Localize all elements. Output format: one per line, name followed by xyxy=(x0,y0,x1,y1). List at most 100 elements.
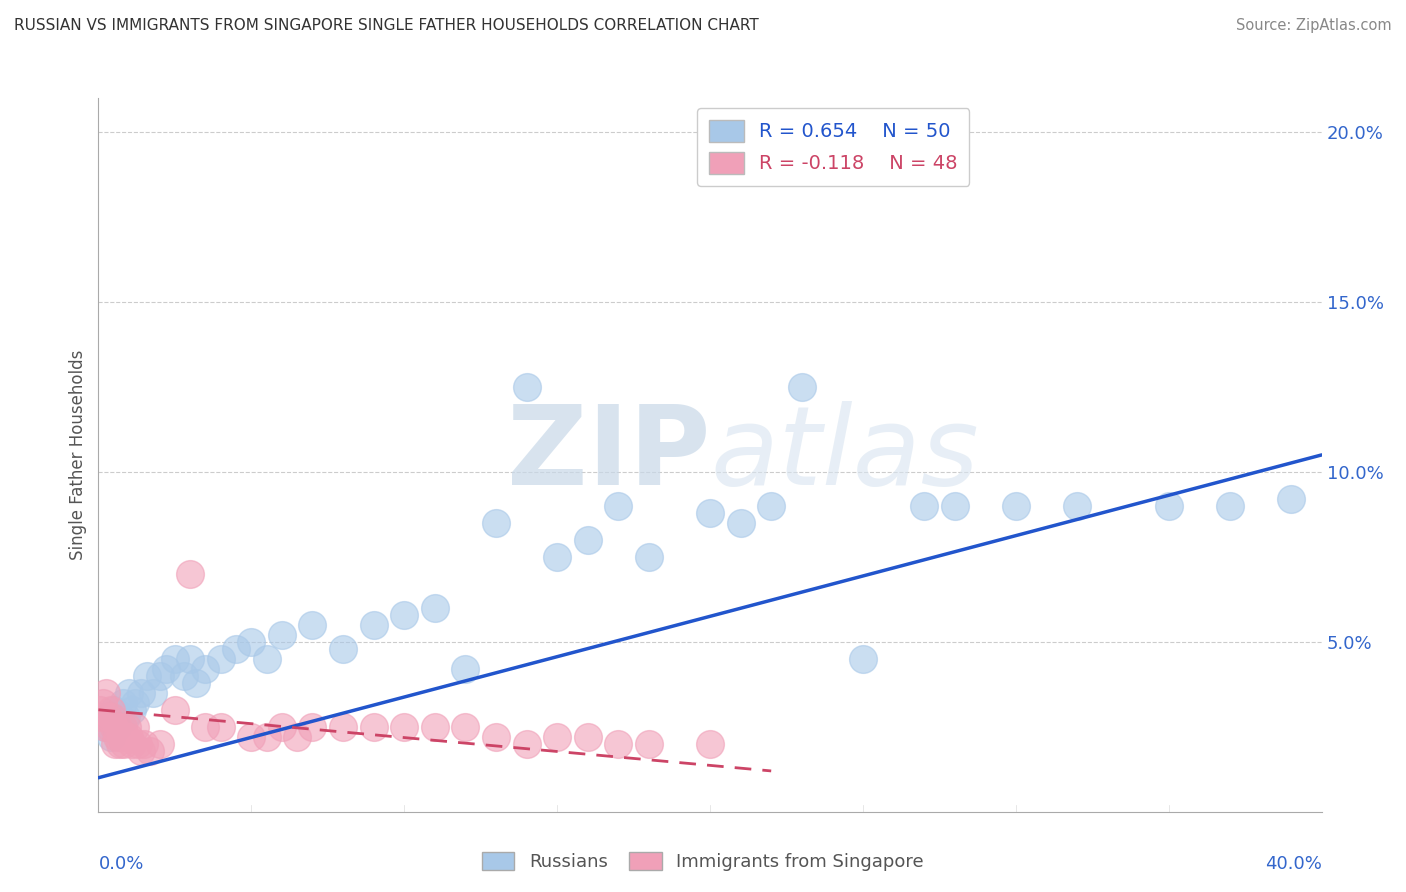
Point xyxy=(103,720,125,734)
Point xyxy=(149,669,172,683)
Point xyxy=(111,696,134,710)
Point xyxy=(576,533,599,547)
Point xyxy=(186,675,208,690)
Point xyxy=(943,499,966,513)
Point xyxy=(209,652,232,666)
Point xyxy=(97,709,120,723)
Point xyxy=(301,720,323,734)
Point xyxy=(761,499,783,513)
Point xyxy=(136,669,159,683)
Point xyxy=(105,720,128,734)
Point xyxy=(97,709,120,723)
Point xyxy=(240,730,263,744)
Point xyxy=(121,703,143,717)
Point xyxy=(423,600,446,615)
Point xyxy=(485,730,508,744)
Point xyxy=(546,549,568,564)
Point xyxy=(134,737,156,751)
Point xyxy=(179,652,201,666)
Point xyxy=(94,686,117,700)
Point xyxy=(637,549,661,564)
Point xyxy=(301,617,323,632)
Point xyxy=(332,720,354,734)
Point xyxy=(129,743,152,757)
Point xyxy=(485,516,508,530)
Point xyxy=(121,737,143,751)
Point xyxy=(104,737,127,751)
Y-axis label: Single Father Households: Single Father Households xyxy=(69,350,87,560)
Point xyxy=(89,703,111,717)
Point xyxy=(110,730,132,744)
Point xyxy=(270,720,294,734)
Point xyxy=(1004,499,1026,513)
Point xyxy=(194,720,217,734)
Point xyxy=(179,566,201,581)
Point xyxy=(852,652,875,666)
Point xyxy=(225,641,247,656)
Point xyxy=(285,730,308,744)
Point xyxy=(912,499,935,513)
Point xyxy=(127,737,149,751)
Point xyxy=(173,669,195,683)
Text: 40.0%: 40.0% xyxy=(1265,855,1322,872)
Point xyxy=(129,686,152,700)
Point xyxy=(163,652,186,666)
Point xyxy=(607,499,630,513)
Point xyxy=(100,730,122,744)
Point xyxy=(142,686,165,700)
Point xyxy=(111,720,134,734)
Point xyxy=(118,686,141,700)
Point xyxy=(270,628,294,642)
Point xyxy=(100,703,122,717)
Point xyxy=(98,720,121,734)
Point xyxy=(93,720,115,734)
Point xyxy=(1219,499,1241,513)
Point xyxy=(392,720,416,734)
Point xyxy=(730,516,752,530)
Point xyxy=(155,662,177,676)
Point xyxy=(516,737,538,751)
Text: atlas: atlas xyxy=(710,401,979,508)
Point xyxy=(516,380,538,394)
Point xyxy=(108,737,131,751)
Point xyxy=(1066,499,1088,513)
Point xyxy=(1157,499,1180,513)
Point xyxy=(699,506,721,520)
Point xyxy=(423,720,446,734)
Point xyxy=(108,709,131,723)
Point xyxy=(117,720,139,734)
Point xyxy=(454,720,477,734)
Point xyxy=(546,730,568,744)
Text: ZIP: ZIP xyxy=(506,401,710,508)
Point xyxy=(1279,492,1302,507)
Point xyxy=(124,720,146,734)
Point xyxy=(101,709,124,723)
Point xyxy=(363,720,385,734)
Point xyxy=(107,720,129,734)
Point xyxy=(790,380,813,394)
Point xyxy=(93,720,115,734)
Point xyxy=(699,737,721,751)
Legend: Russians, Immigrants from Singapore: Russians, Immigrants from Singapore xyxy=(475,845,931,879)
Point xyxy=(392,607,416,622)
Point xyxy=(209,720,232,734)
Point xyxy=(256,730,278,744)
Point xyxy=(607,737,630,751)
Point xyxy=(637,737,661,751)
Point xyxy=(103,703,125,717)
Point xyxy=(115,730,138,744)
Point xyxy=(240,635,263,649)
Point xyxy=(118,730,141,744)
Point xyxy=(124,696,146,710)
Point xyxy=(91,696,114,710)
Point xyxy=(90,709,112,723)
Point xyxy=(163,703,186,717)
Point xyxy=(332,641,354,656)
Text: Source: ZipAtlas.com: Source: ZipAtlas.com xyxy=(1236,18,1392,33)
Point xyxy=(112,737,135,751)
Text: RUSSIAN VS IMMIGRANTS FROM SINGAPORE SINGLE FATHER HOUSEHOLDS CORRELATION CHART: RUSSIAN VS IMMIGRANTS FROM SINGAPORE SIN… xyxy=(14,18,759,33)
Point xyxy=(105,730,128,744)
Point xyxy=(256,652,278,666)
Point xyxy=(139,743,162,757)
Point xyxy=(454,662,477,676)
